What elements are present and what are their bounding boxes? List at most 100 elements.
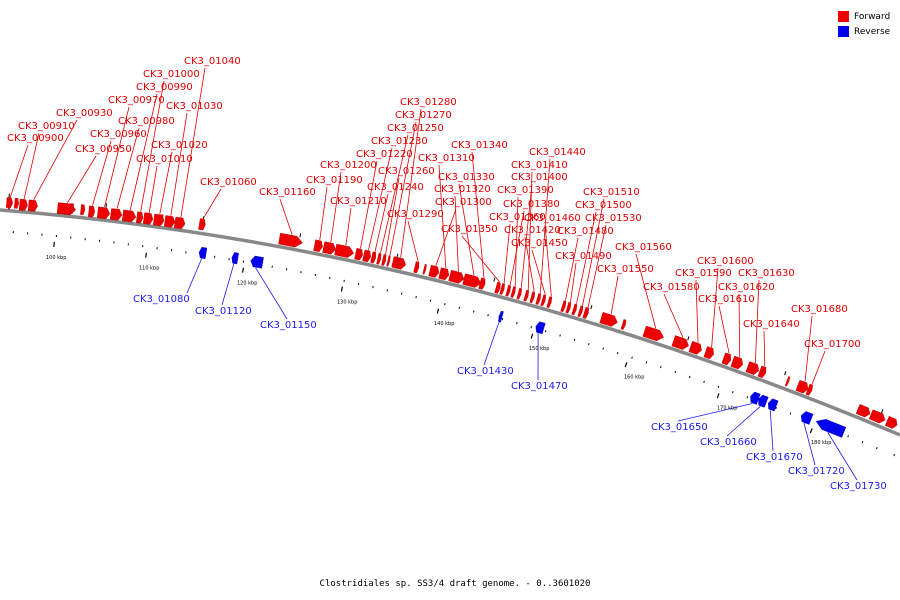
forward-leader (380, 134, 409, 254)
forward-leader (663, 293, 684, 338)
kbp-label: 100 kbp (46, 255, 66, 261)
forward-leader (202, 188, 222, 219)
forward-gene (478, 277, 486, 290)
minor-tick (588, 343, 590, 346)
forward-gene-label: CK3_01220 (356, 149, 413, 160)
forward-gene-label: CK3_01270 (395, 110, 452, 121)
forward-gene-label: CK3_01230 (371, 136, 428, 147)
major-tick (145, 252, 147, 258)
reverse-gene-label: CK3_01120 (195, 306, 252, 317)
forward-gene-label: CK3_01410 (511, 160, 568, 171)
forward-gene (599, 312, 618, 327)
forward-gene-label: CK3_01040 (184, 56, 241, 67)
upper-tick (590, 305, 593, 310)
forward-gene (494, 281, 501, 294)
reverse-gene (750, 391, 761, 405)
major-tick (340, 286, 344, 292)
forward-leader (754, 279, 760, 364)
forward-gene (505, 284, 511, 297)
forward-gene (745, 361, 760, 375)
forward-gene (80, 204, 86, 216)
forward-gene (784, 376, 791, 387)
major-tick (809, 428, 813, 434)
major-tick (530, 333, 534, 339)
reverse-gene-label: CK3_01670 (746, 452, 803, 463)
forward-leader (738, 293, 741, 358)
forward-leader (104, 106, 130, 208)
forward-gene-label: CK3_01000 (143, 69, 200, 80)
forward-leader (345, 207, 352, 246)
major-tick (716, 393, 720, 399)
minor-tick (703, 380, 705, 383)
forward-gene (173, 216, 186, 230)
forward-gene-label: CK3_00910 (18, 121, 75, 132)
forward-gene-label: CK3_01680 (791, 304, 848, 315)
reverse-gene (498, 310, 504, 323)
kbp-label: 130 kbp (337, 299, 357, 305)
upper-tick (784, 371, 787, 376)
forward-gene (730, 355, 743, 370)
forward-leader (610, 275, 619, 315)
upper-tick (687, 336, 690, 341)
forward-leader (503, 223, 511, 284)
forward-gene-label: CK3_00900 (7, 133, 64, 144)
forward-leader (400, 108, 422, 258)
forward-gene-label: CK3_01450 (511, 238, 568, 249)
forward-gene (529, 291, 536, 304)
forward-gene-label: CK3_01030 (166, 101, 223, 112)
forward-gene (413, 261, 420, 274)
forward-leader (471, 151, 485, 279)
forward-gene-label: CK3_00990 (136, 82, 193, 93)
forward-gene-label: CK3_00960 (90, 129, 147, 140)
forward-gene-label: CK3_01560 (615, 242, 672, 253)
minor-tick (893, 454, 895, 457)
forward-gene (642, 325, 664, 342)
reverse-leader (221, 263, 235, 306)
forward-gene (577, 305, 584, 318)
reverse-gene (815, 419, 847, 438)
minor-tick (573, 338, 576, 341)
forward-gene-label: CK3_01630 (738, 268, 795, 279)
forward-leader (438, 164, 447, 269)
forward-gene-label: CK3_01600 (697, 256, 754, 267)
forward-leader (524, 236, 535, 292)
forward-gene (5, 197, 13, 209)
forward-gene (523, 289, 530, 302)
minor-tick (472, 310, 475, 313)
forward-leader (531, 249, 546, 295)
major-tick (436, 308, 440, 314)
forward-gene-label: CK3_01240 (367, 182, 424, 193)
reverse-gene-label: CK3_01660 (700, 437, 757, 448)
forward-leader (407, 220, 419, 262)
forward-gene-label: CK3_01210 (330, 196, 387, 207)
forward-leader (23, 132, 40, 200)
forward-gene-label: CK3_01640 (743, 319, 800, 330)
forward-gene-label: CK3_00930 (56, 108, 113, 119)
minor-tick (717, 385, 720, 389)
forward-gene (160, 214, 164, 225)
forward-gene (757, 365, 767, 379)
forward-gene-label: CK3_01460 (524, 213, 581, 224)
kbp-labels: 100 kbp 110 kbp 120 kbp 130 kbp 140 kbp 150 k… (46, 255, 831, 446)
forward-gene (334, 243, 354, 258)
forward-leader (454, 195, 459, 272)
minor-tick (631, 356, 633, 359)
forward-gene-label: CK3_01160 (259, 187, 316, 198)
forward-leader (92, 140, 112, 206)
reverse-leader (677, 403, 753, 422)
forward-leader (374, 193, 389, 252)
forward-gene (703, 346, 714, 360)
forward-gene-label: CK3_01500 (575, 200, 632, 211)
forward-leader (520, 183, 533, 289)
forward-gene (448, 269, 465, 284)
forward-gene (13, 197, 19, 209)
forward-leader (576, 211, 597, 304)
reverse-gene (758, 394, 769, 408)
reverse-gene-label: CK3_01430 (457, 366, 514, 377)
legend: Forward Reverse (838, 9, 890, 39)
forward-leader (718, 305, 730, 354)
forward-gene (510, 286, 516, 298)
forward-gene (438, 267, 450, 281)
